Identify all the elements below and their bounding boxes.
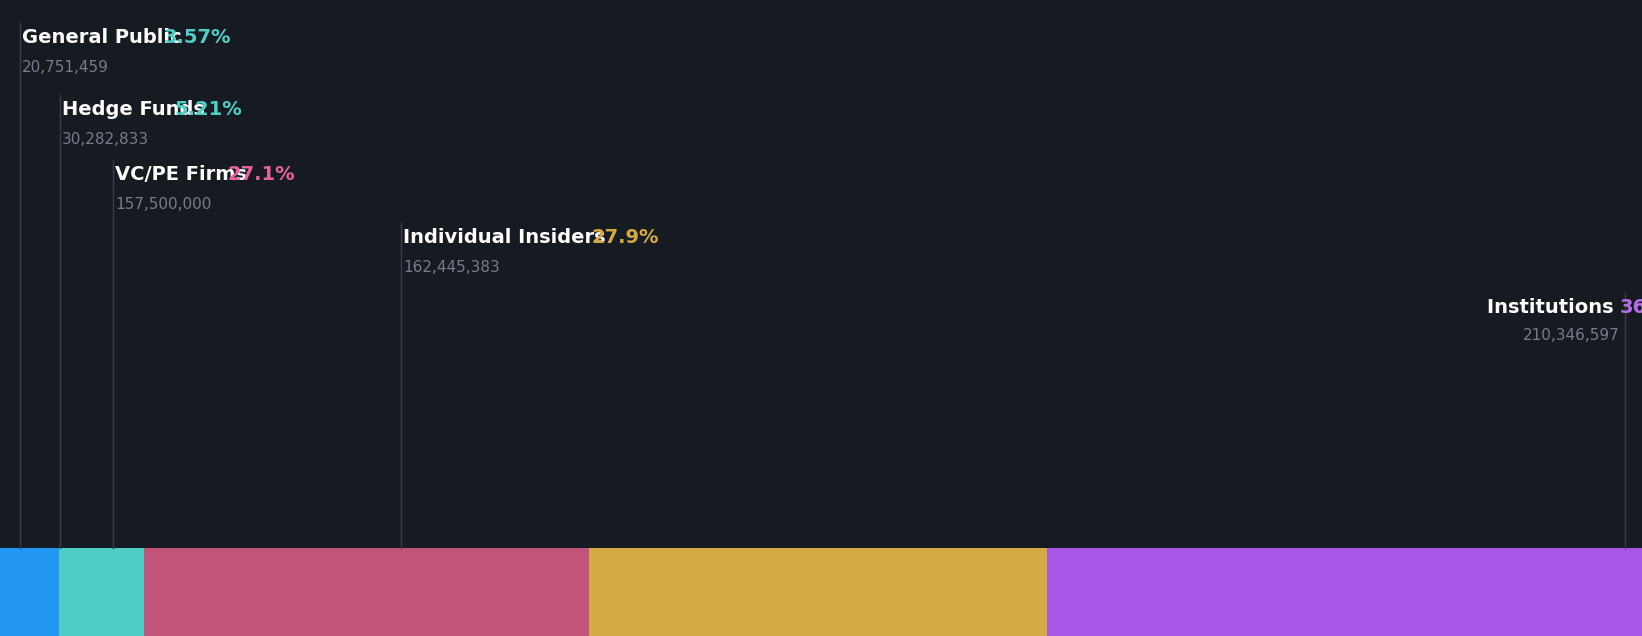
- Text: 210,346,597: 210,346,597: [1524, 328, 1621, 343]
- Text: 157,500,000: 157,500,000: [115, 197, 212, 212]
- Text: 162,445,383: 162,445,383: [402, 260, 499, 275]
- Text: Individual Insiders: Individual Insiders: [402, 228, 612, 247]
- Text: Institutions: Institutions: [1486, 298, 1621, 317]
- Text: 27.1%: 27.1%: [228, 165, 296, 184]
- Text: 27.9%: 27.9%: [591, 228, 658, 247]
- Text: 30,282,833: 30,282,833: [62, 132, 149, 147]
- Text: VC/PE Firms: VC/PE Firms: [115, 165, 255, 184]
- Text: 20,751,459: 20,751,459: [21, 60, 108, 75]
- Text: General Public: General Public: [21, 28, 189, 47]
- Text: 5.21%: 5.21%: [174, 100, 243, 119]
- Text: 3.57%: 3.57%: [163, 28, 232, 47]
- Text: 36.2%: 36.2%: [1621, 298, 1642, 317]
- Text: Hedge Funds: Hedge Funds: [62, 100, 212, 119]
